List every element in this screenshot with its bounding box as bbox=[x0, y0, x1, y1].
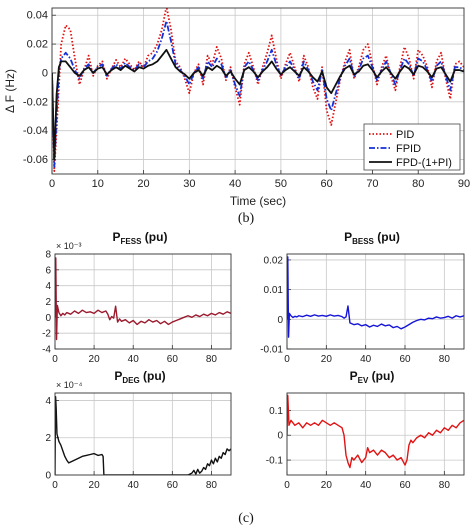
x-tick-label: 40 bbox=[360, 480, 372, 491]
y-tick-label: -0.02 bbox=[23, 96, 48, 108]
x-tick-label: 20 bbox=[89, 480, 101, 491]
subplot-title: PEV (pu) bbox=[350, 369, 395, 385]
y-tick-label: 0 bbox=[45, 313, 51, 324]
x-tick-label: 50 bbox=[275, 178, 287, 190]
y-tick-label: -4 bbox=[42, 345, 51, 356]
caption-b: (b) bbox=[238, 211, 255, 226]
x-tick-label: 20 bbox=[321, 354, 333, 365]
y-tick-label: 0.04 bbox=[27, 10, 48, 22]
axis-exponent: × 10⁻⁴ bbox=[56, 380, 83, 390]
plot-background bbox=[55, 393, 231, 475]
y-tick-label: 2 bbox=[45, 433, 51, 444]
plot-frame bbox=[54, 392, 232, 476]
x-tick-label: 40 bbox=[229, 178, 241, 190]
x-tick-label: 10 bbox=[92, 178, 104, 190]
x-tick-label: 20 bbox=[321, 480, 333, 491]
y-tick-label: -0.1 bbox=[266, 456, 284, 467]
plot-frame bbox=[54, 253, 232, 350]
series-line-fpd-1-pi- bbox=[52, 48, 464, 161]
series-line-pfess bbox=[55, 257, 231, 341]
subplot-title: PBESS (pu) bbox=[344, 230, 400, 246]
series-line-pid bbox=[52, 8, 464, 173]
legend-label: FPD-(1+PI) bbox=[396, 157, 452, 169]
y-tick-label: -0.06 bbox=[23, 154, 48, 166]
plot-frame bbox=[286, 253, 465, 350]
x-tick-label: 0 bbox=[49, 178, 55, 190]
series-line-pdeg bbox=[55, 396, 231, 475]
x-tick-label: 0 bbox=[52, 354, 58, 365]
plot-frame bbox=[286, 392, 465, 476]
series-line-pev bbox=[287, 394, 464, 469]
plot-background bbox=[287, 393, 464, 475]
x-tick-label: 80 bbox=[412, 178, 424, 190]
x-tick-label: 70 bbox=[366, 178, 378, 190]
series-line-fpid bbox=[52, 20, 464, 168]
x-tick-label: 60 bbox=[167, 480, 179, 491]
x-tick-label: 80 bbox=[439, 354, 451, 365]
x-tick-label: 60 bbox=[399, 480, 411, 491]
y-tick-label: 0 bbox=[277, 315, 283, 326]
y-tick-label: -0.01 bbox=[260, 345, 283, 356]
y-tick-label: 0.02 bbox=[27, 39, 48, 51]
plot-background bbox=[287, 254, 464, 349]
y-tick-label: 6 bbox=[45, 265, 51, 276]
series-line-pbess bbox=[287, 256, 464, 338]
x-tick-label: 0 bbox=[284, 354, 290, 365]
x-tick-label: 60 bbox=[167, 354, 179, 365]
x-tick-label: 40 bbox=[360, 354, 372, 365]
y-tick-label: 4 bbox=[45, 396, 51, 407]
p-ev-chart: -0.1 0 0.1 0 20 40 60 80 PEV (pu) bbox=[266, 369, 465, 491]
y-tick-label: 0.1 bbox=[269, 406, 283, 417]
x-tick-label: 0 bbox=[52, 480, 58, 491]
plot-frame bbox=[51, 7, 465, 175]
x-tick-label: 20 bbox=[137, 178, 149, 190]
y-tick-label: 0 bbox=[45, 471, 51, 482]
y-tick-label: 0 bbox=[42, 67, 48, 79]
x-tick-label: 80 bbox=[206, 480, 218, 491]
x-tick-label: 40 bbox=[128, 480, 140, 491]
x-tick-label: 90 bbox=[458, 178, 470, 190]
x-tick-label: 80 bbox=[206, 354, 218, 365]
x-tick-label: 60 bbox=[321, 178, 333, 190]
y-tick-label: 0.02 bbox=[264, 255, 284, 266]
x-tick-label: 30 bbox=[183, 178, 195, 190]
subplot-title: PFESS (pu) bbox=[113, 230, 168, 246]
x-axis-label: Time (sec) bbox=[230, 194, 286, 208]
y-tick-label: 8 bbox=[45, 250, 51, 261]
caption-c: (c) bbox=[238, 511, 254, 526]
legend-label: FPID bbox=[396, 143, 421, 155]
x-tick-label: 60 bbox=[399, 354, 411, 365]
legend-label: PID bbox=[396, 129, 414, 141]
y-tick-label: 0.01 bbox=[264, 285, 284, 296]
subplot-title: PDEG (pu) bbox=[114, 369, 165, 385]
x-tick-label: 40 bbox=[128, 354, 140, 365]
y-tick-label: 4 bbox=[45, 281, 51, 292]
delta-f-chart: -0.06 -0.04 -0.02 0 0.02 0.04 0 10 20 30 40 50 60 70 8… bbox=[3, 7, 470, 208]
y-tick-label: 0 bbox=[277, 431, 283, 442]
x-tick-label: 80 bbox=[439, 480, 451, 491]
y-tick-label: -0.04 bbox=[23, 125, 48, 137]
y-tick-label: 2 bbox=[45, 297, 51, 308]
x-tick-label: 0 bbox=[284, 480, 290, 491]
y-tick-label: -2 bbox=[42, 329, 51, 340]
x-tick-label: 20 bbox=[89, 354, 101, 365]
y-axis-label: Δ F (Hz) bbox=[3, 69, 17, 113]
axis-exponent: × 10⁻³ bbox=[56, 241, 82, 251]
